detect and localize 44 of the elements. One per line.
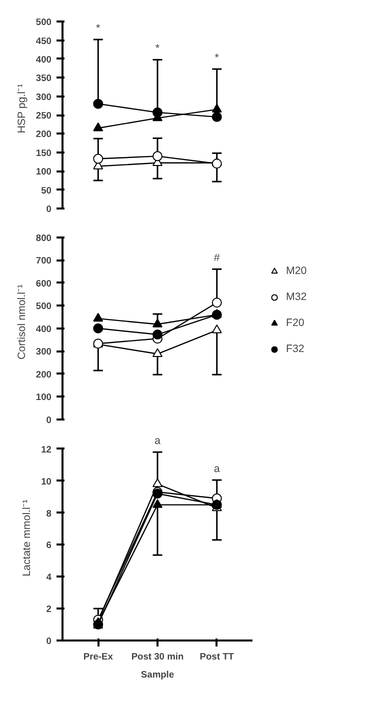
y-tick-label: 200 (36, 369, 52, 380)
y-tick-label: 6 (46, 540, 52, 550)
y-tick-label: 0 (46, 204, 52, 214)
y-tick-label: 500 (36, 17, 52, 28)
x-tick-label: Post 30 min (131, 652, 184, 662)
y-tick-label: 10 (41, 476, 52, 486)
y-axis-title: Lactate mmol.l⁻¹ (21, 499, 34, 576)
y-tick-label: 100 (36, 166, 52, 177)
legend-label: M32 (286, 291, 307, 303)
y-tick-label: 50 (41, 185, 52, 196)
y-tick-label: 300 (36, 92, 52, 102)
y-tick-label: 100 (36, 392, 52, 402)
y-tick-label: 12 (41, 444, 52, 454)
y-axis-title: Cortisol nmol.l⁻¹ (16, 284, 28, 360)
y-tick-label: 800 (36, 232, 52, 243)
y-tick-label: 300 (36, 346, 52, 357)
y-axis-title: HSP pg.l⁻¹ (16, 83, 28, 134)
y-tick-label: 250 (36, 110, 52, 121)
annotation: # (214, 252, 220, 264)
x-tick-label: Post TT (200, 652, 234, 662)
annotation: a (214, 463, 220, 476)
y-tick-label: 500 (36, 301, 52, 312)
x-axis-title: Sample (140, 670, 174, 680)
y-tick-label: 0 (46, 415, 52, 425)
y-tick-label: 350 (36, 73, 52, 84)
y-tick-label: 8 (46, 508, 52, 518)
y-tick-label: 600 (36, 278, 52, 288)
y-tick-label: 200 (36, 129, 52, 140)
y-tick-label: 2 (46, 604, 52, 614)
y-tick-label: 4 (46, 572, 52, 582)
annotation: * (155, 42, 160, 55)
legend-label: F32 (286, 343, 306, 355)
x-tick-label: Pre-Ex (83, 652, 114, 662)
y-tick-label: 400 (36, 324, 52, 334)
annotation: * (214, 52, 219, 64)
y-tick-label: 400 (36, 54, 52, 64)
legend-label: F20 (286, 317, 306, 329)
y-tick-label: 700 (36, 256, 52, 266)
y-tick-label: 150 (36, 148, 52, 158)
annotation: * (96, 22, 100, 35)
text: a (154, 435, 161, 448)
legend-label: M20 (286, 265, 307, 277)
y-tick-label: 0 (46, 636, 52, 646)
y-tick-label: 450 (36, 36, 52, 46)
